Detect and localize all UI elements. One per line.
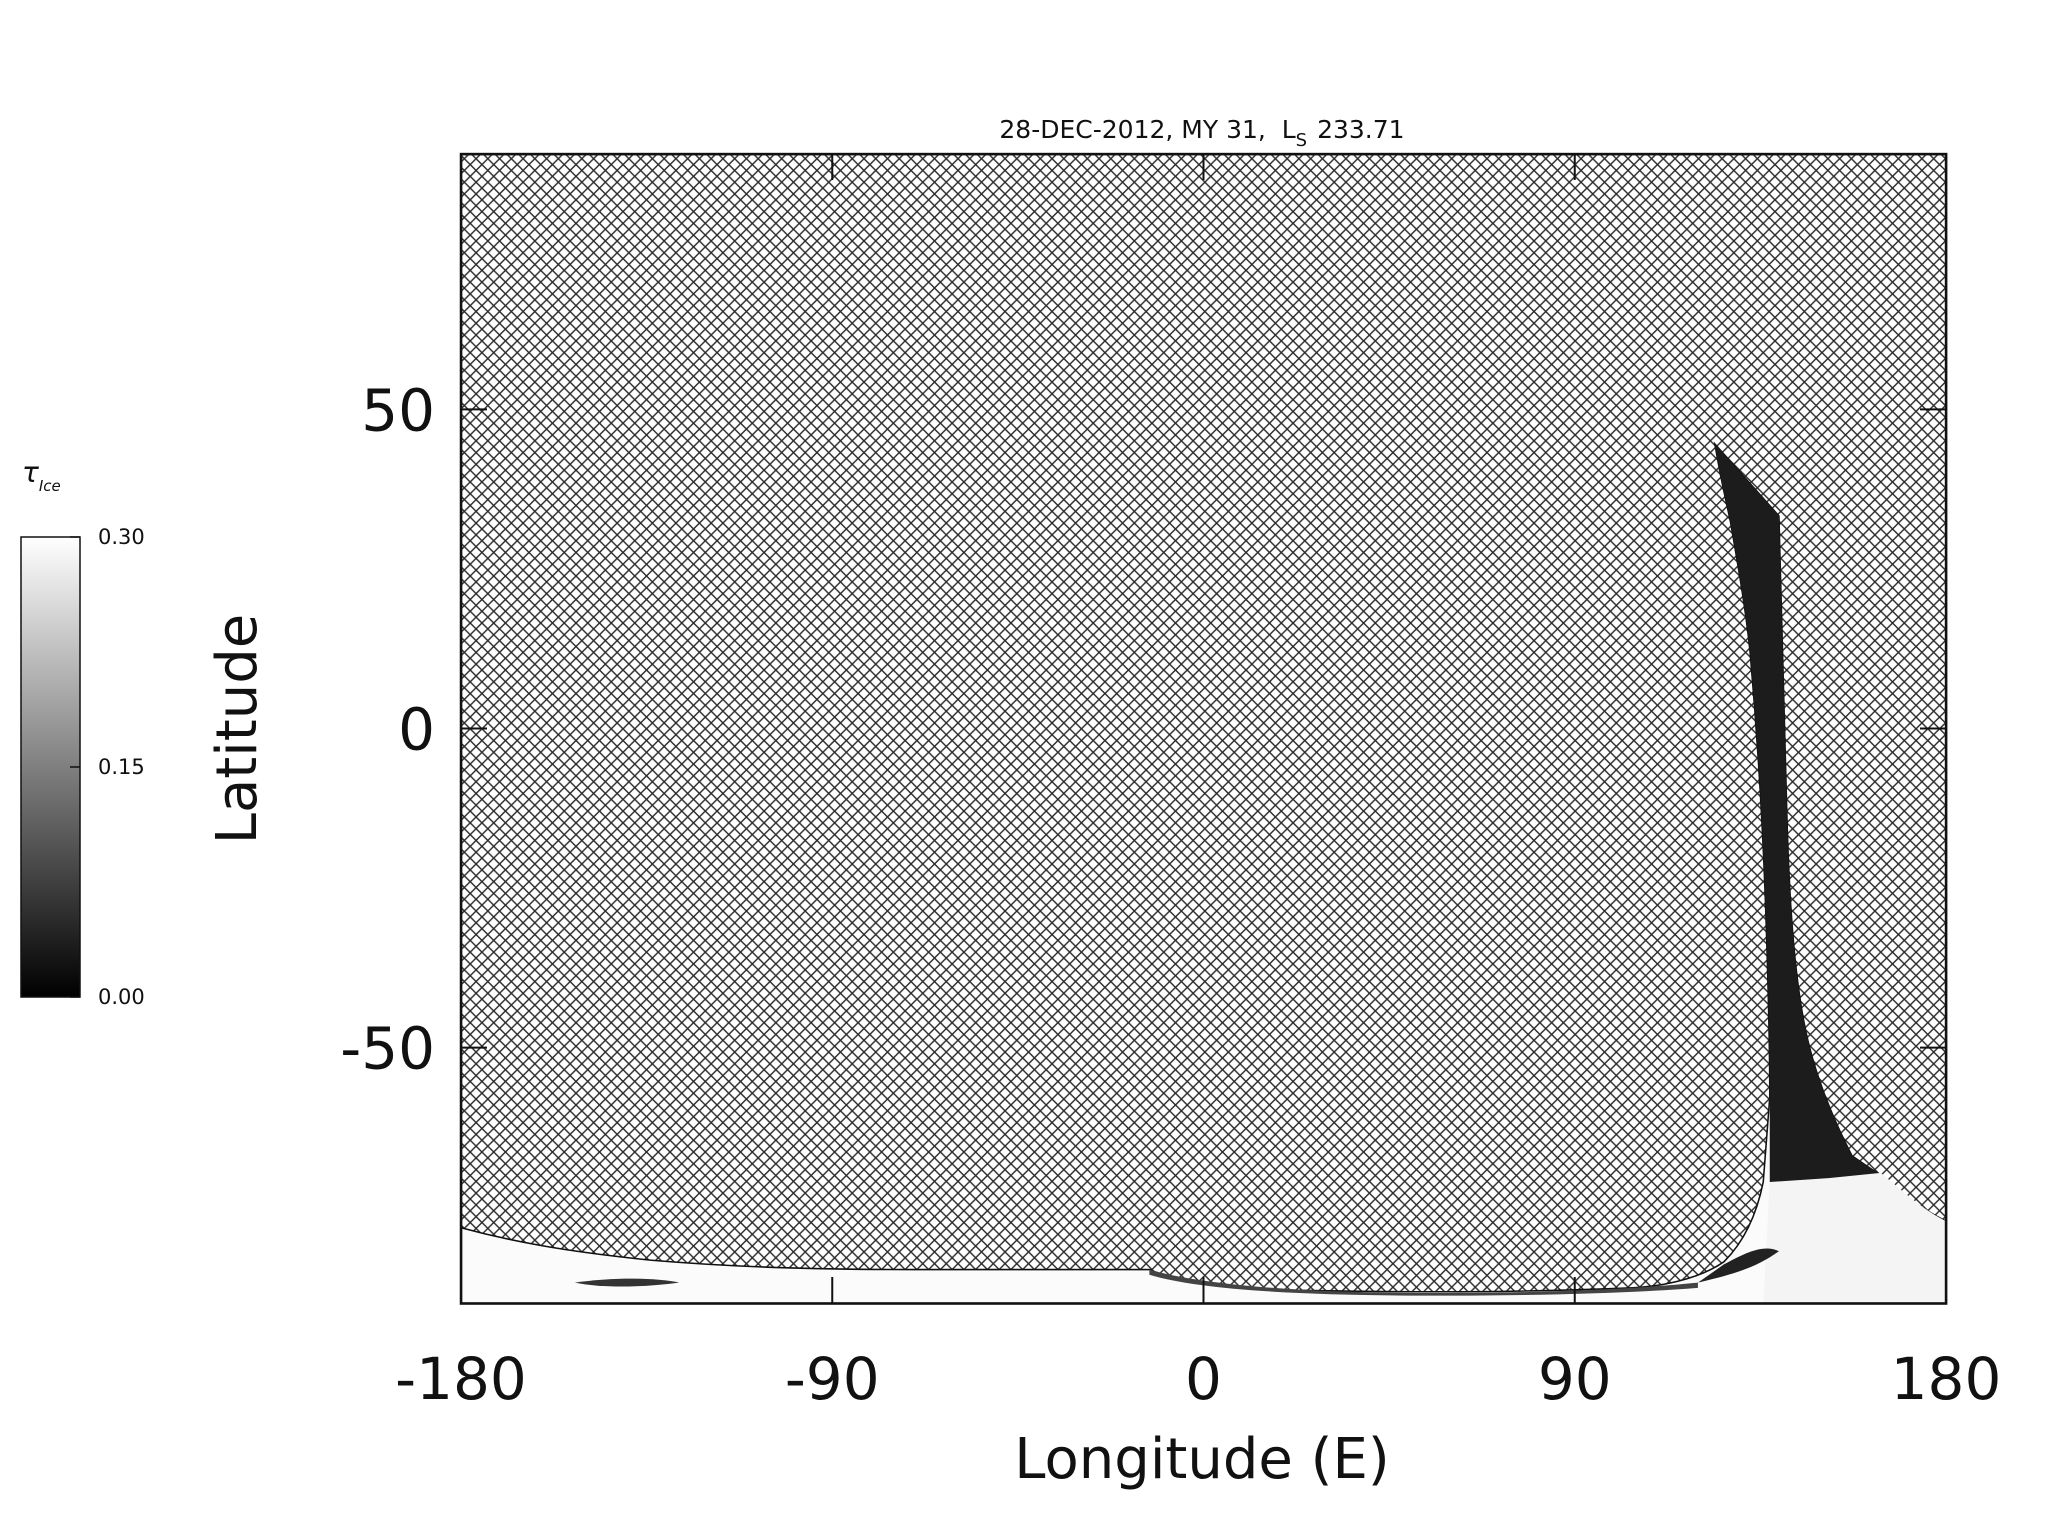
colorbar-subscript: Ice: [39, 477, 61, 495]
colorbar-tick-label: 0.15: [98, 755, 145, 779]
colorbar-tick-label: 0.30: [98, 525, 145, 549]
dark-band: [1714, 444, 1881, 1183]
y-axis-label: Latitude: [205, 614, 270, 844]
y-tick-label: -50: [340, 1015, 435, 1083]
colorbar-symbol: τ: [22, 456, 39, 489]
x-tick-label: 0: [1185, 1345, 1222, 1413]
x-tick-label: 180: [1891, 1345, 2002, 1413]
map-field: [459, 152, 1948, 1305]
hatched-no-data: [460, 153, 1947, 1293]
dark-streak: [1697, 1248, 1779, 1283]
x-tick-label: -90: [785, 1345, 880, 1413]
bright-patch: [1763, 1172, 1947, 1304]
x-axis-label: Longitude (E): [1014, 1427, 1389, 1492]
title-subscript: S: [1296, 130, 1307, 151]
x-tick-label: -180: [395, 1345, 527, 1413]
chart-title: 28-DEC-2012, MY 31, LS 233.71: [999, 115, 1404, 151]
colorbar-tick-label: 0.00: [98, 985, 145, 1009]
title-value: 233.71: [1317, 115, 1404, 144]
y-tick-label: 50: [361, 376, 435, 444]
x-tick-label: 90: [1538, 1345, 1612, 1413]
dark-streak: [574, 1278, 680, 1287]
y-tick-label: 0: [398, 696, 435, 764]
colorbar-label: τIce: [22, 456, 61, 495]
dark-edge: [1149, 1269, 1698, 1296]
title-text: 28-DEC-2012, MY 31, L: [999, 115, 1295, 144]
